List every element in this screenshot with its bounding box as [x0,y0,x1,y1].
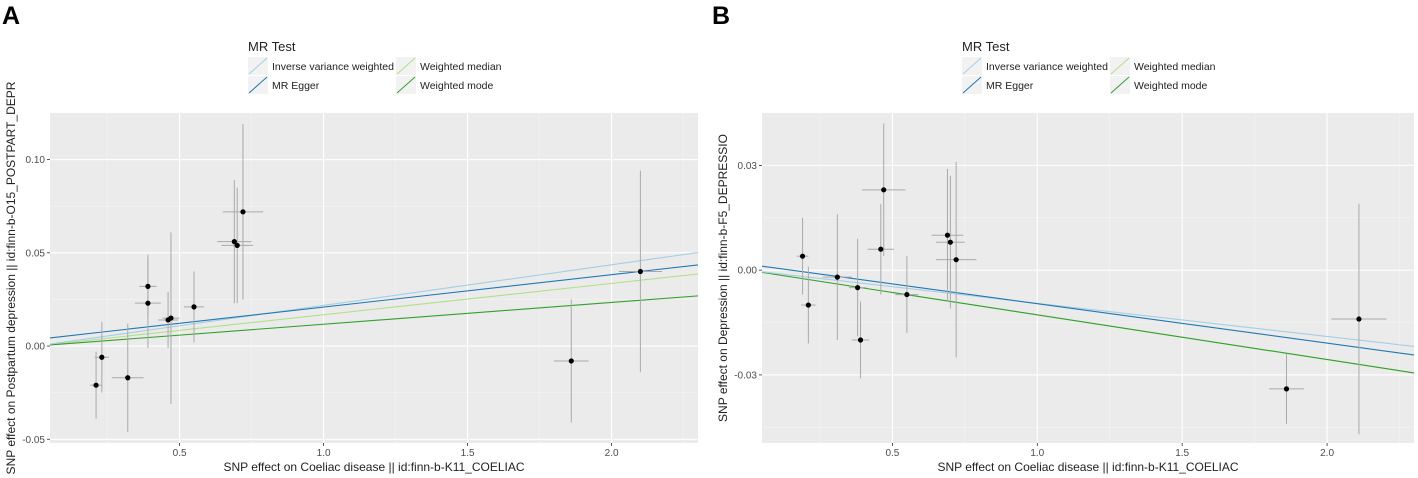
y-tick-label-a-1: 0.00 [26,342,46,353]
x-axis-title-a: SNP effect on Coeliac disease || id:finn… [223,460,524,474]
regression-line-a-weighted-median [49,273,699,346]
regression-line-a-inverse-variance-weighted [49,252,699,345]
x-tick-label-a-0: 0.5 [173,448,187,459]
y-tick-label-b-0: -0.03 [734,370,757,381]
y-axis-title-a: SNP effect on Postpartum depression || i… [4,81,18,474]
data-point-a-4 [145,300,151,306]
y-tick-label-a-3: 0.10 [26,155,46,166]
legend-key-line-b-0 [962,57,982,75]
legend-label-a-1: Weighted median [420,61,502,73]
data-point-b-9 [947,239,953,245]
legend-key-line-b-3 [1110,76,1130,94]
data-point-a-9 [234,242,240,248]
y-tick-label-b-1: 0.00 [738,266,758,277]
panel-label-a: A [2,2,20,30]
regression-line-b-weighted-mode [761,271,1415,374]
data-point-a-10 [240,209,246,215]
plot-background-a [50,113,698,443]
legend-label-b-0: Inverse variance weighted [986,61,1108,73]
data-point-b-12 [1356,316,1362,322]
legend-key-line-a-3 [396,76,416,94]
legend-label-a-3: Weighted mode [420,80,494,92]
legend-key-line-b-2 [962,76,982,94]
legend-title-b: MR Test [962,39,1010,54]
data-point-a-7 [191,304,197,310]
data-point-a-12 [637,268,644,275]
data-point-b-3 [855,285,861,291]
x-tick-label-b-3: 2.0 [1320,448,1334,459]
legend-label-b-1: Weighted median [1134,61,1216,73]
data-point-b-0 [799,253,806,259]
panel-label-b: B [712,2,730,30]
data-point-b-7 [904,291,910,298]
data-point-b-10 [953,257,959,263]
x-tick-label-b-2: 1.5 [1175,448,1189,459]
legend-key-line-a-2 [248,76,268,94]
y-tick-label-b-2: 0.03 [738,161,758,172]
data-point-a-0 [93,382,99,388]
data-point-b-8 [944,232,951,238]
legend-label-b-3: Weighted mode [1134,80,1208,92]
x-tick-label-a-3: 2.0 [605,448,619,459]
x-axis-title-b: SNP effect on Coeliac disease || id:finn… [937,460,1238,474]
data-point-a-6 [168,315,174,321]
data-point-a-11 [568,358,574,364]
data-point-b-4 [857,337,864,343]
x-tick-label-b-1: 1.0 [1030,448,1044,459]
data-point-b-6 [878,246,884,252]
legend-label-b-2: MR Egger [986,80,1034,92]
legend-key-line-a-1 [396,57,416,75]
x-tick-label-a-2: 1.5 [461,448,475,459]
regression-line-a-weighted-mode [49,295,699,346]
legend-key-line-a-0 [248,57,268,75]
legend-key-line-b-1 [1110,57,1130,75]
regression-line-a-mr-egger [49,264,699,339]
regression-line-b-inverse-variance-weighted [761,271,1415,347]
legend-title-a: MR Test [248,39,296,54]
data-point-b-11 [1283,386,1290,392]
x-tick-label-b-0: 0.5 [885,448,899,459]
panel-b: B MR Test Inverse variance weighted Weig… [712,2,1415,474]
legend-b: MR Test Inverse variance weighted Weight… [962,39,1216,94]
x-tick-label-a-1: 1.0 [317,448,331,459]
legend-label-a-0: Inverse variance weighted [272,61,394,73]
data-point-b-5 [881,187,887,193]
regression-line-b-mr-egger [761,265,1415,356]
y-tick-label-a-2: 0.05 [26,248,46,259]
plot-background-b [762,113,1414,443]
data-point-a-2 [125,375,131,381]
data-point-a-1 [99,354,105,360]
data-point-b-2 [834,274,840,280]
data-point-a-3 [145,283,151,289]
legend-label-a-2: MR Egger [272,80,320,92]
data-point-a-8 [231,239,237,245]
legend-a: MR Test Inverse variance weighted Weight… [248,39,502,94]
panel-a: A MR Test Inverse variance weighted Weig… [2,2,699,474]
y-axis-title-b: SNP effect on Depression || id:finn-b-F5… [716,134,730,422]
y-tick-label-a-0: -0.05 [22,435,45,446]
data-point-b-1 [805,302,811,308]
